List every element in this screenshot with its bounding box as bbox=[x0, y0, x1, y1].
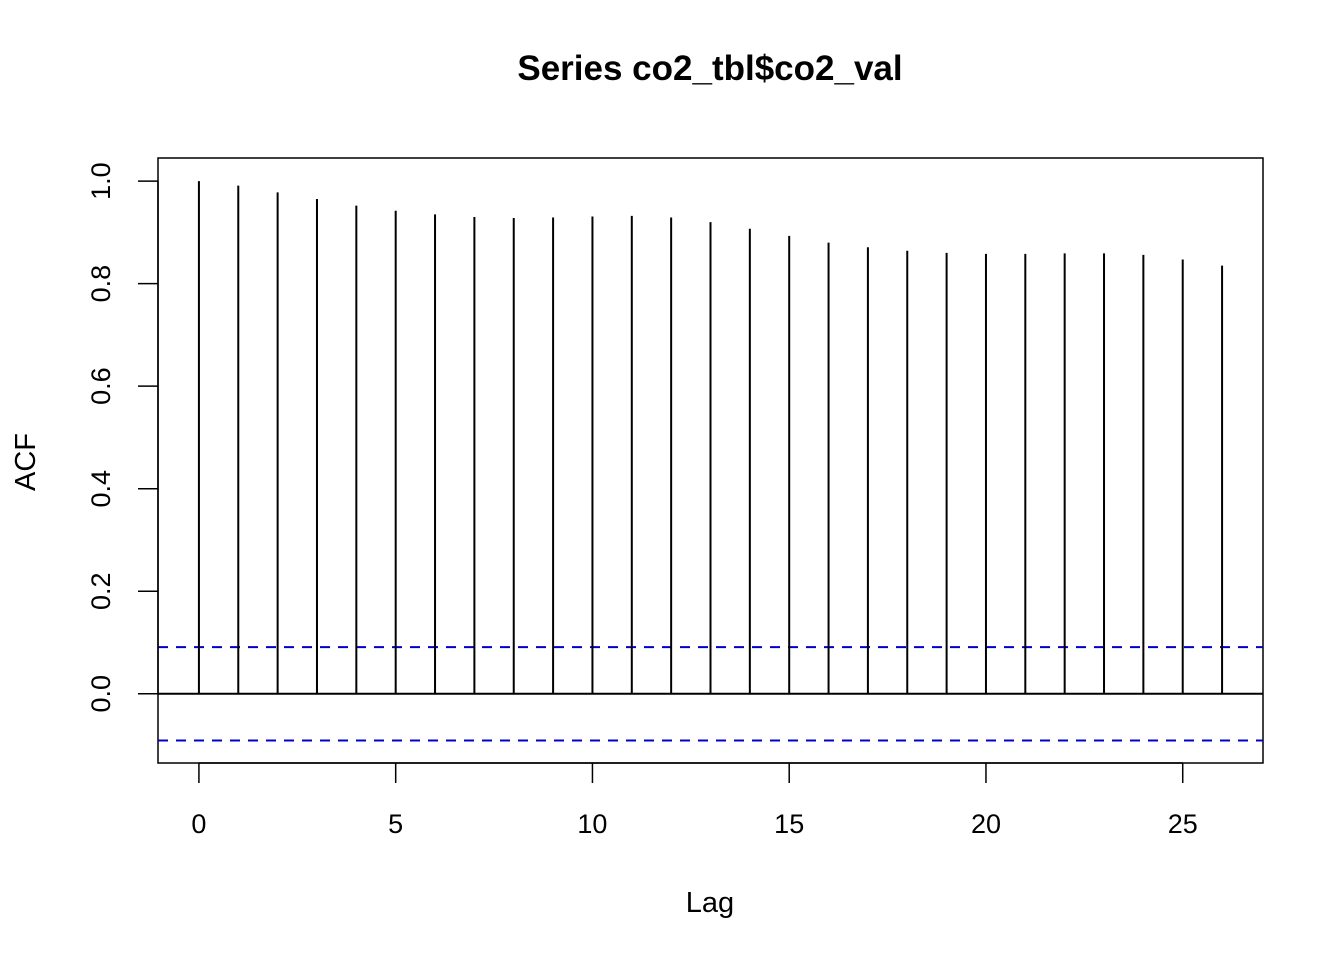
x-axis-label: Lag bbox=[686, 887, 734, 919]
y-axis-label: ACF bbox=[10, 433, 42, 491]
x-tick-label-15: 15 bbox=[774, 809, 804, 839]
y-tick-label-2: 0.4 bbox=[86, 470, 116, 508]
x-tick-label-0: 0 bbox=[191, 809, 206, 839]
x-tick-label-20: 20 bbox=[971, 809, 1001, 839]
y-tick-label-5: 1.0 bbox=[86, 162, 116, 200]
y-tick-label-0: 0.0 bbox=[86, 675, 116, 713]
x-tick-label-25: 25 bbox=[1168, 809, 1198, 839]
y-tick-label-1: 0.2 bbox=[86, 572, 116, 610]
x-tick-label-10: 10 bbox=[577, 809, 607, 839]
chart-marks: 0 5 10 15 20 25 0.0 0.2 0.4 0.6 0.8 1.0 bbox=[86, 162, 1263, 839]
x-tick-label-5: 5 bbox=[388, 809, 403, 839]
chart-title: Series co2_tbl$co2_val bbox=[517, 49, 902, 88]
y-tick-label-4: 0.8 bbox=[86, 265, 116, 303]
y-tick-label-3: 0.6 bbox=[86, 367, 116, 405]
